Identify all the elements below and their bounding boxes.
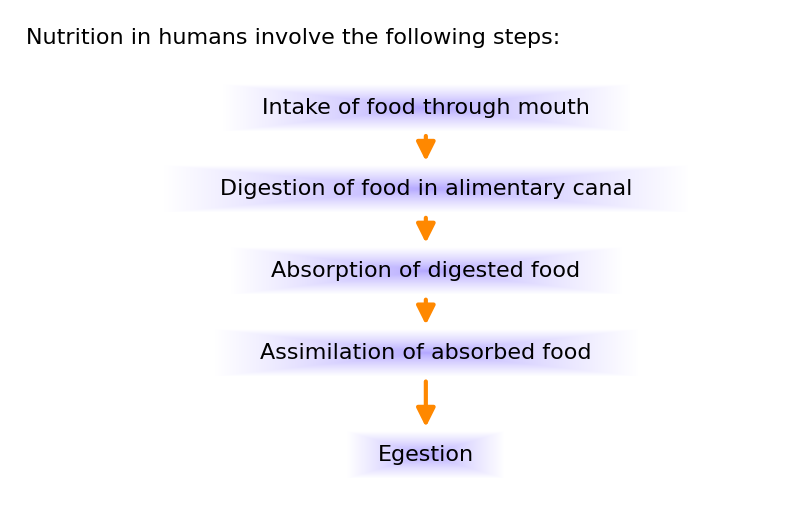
- Text: Intake of food through mouth: Intake of food through mouth: [262, 98, 589, 118]
- Text: Assimilation of absorbed food: Assimilation of absorbed food: [260, 343, 592, 363]
- Text: Absorption of digested food: Absorption of digested food: [271, 261, 581, 281]
- Text: Nutrition in humans involve the following steps:: Nutrition in humans involve the followin…: [26, 28, 560, 49]
- Text: Digestion of food in alimentary canal: Digestion of food in alimentary canal: [219, 179, 632, 200]
- Text: Egestion: Egestion: [378, 446, 474, 465]
